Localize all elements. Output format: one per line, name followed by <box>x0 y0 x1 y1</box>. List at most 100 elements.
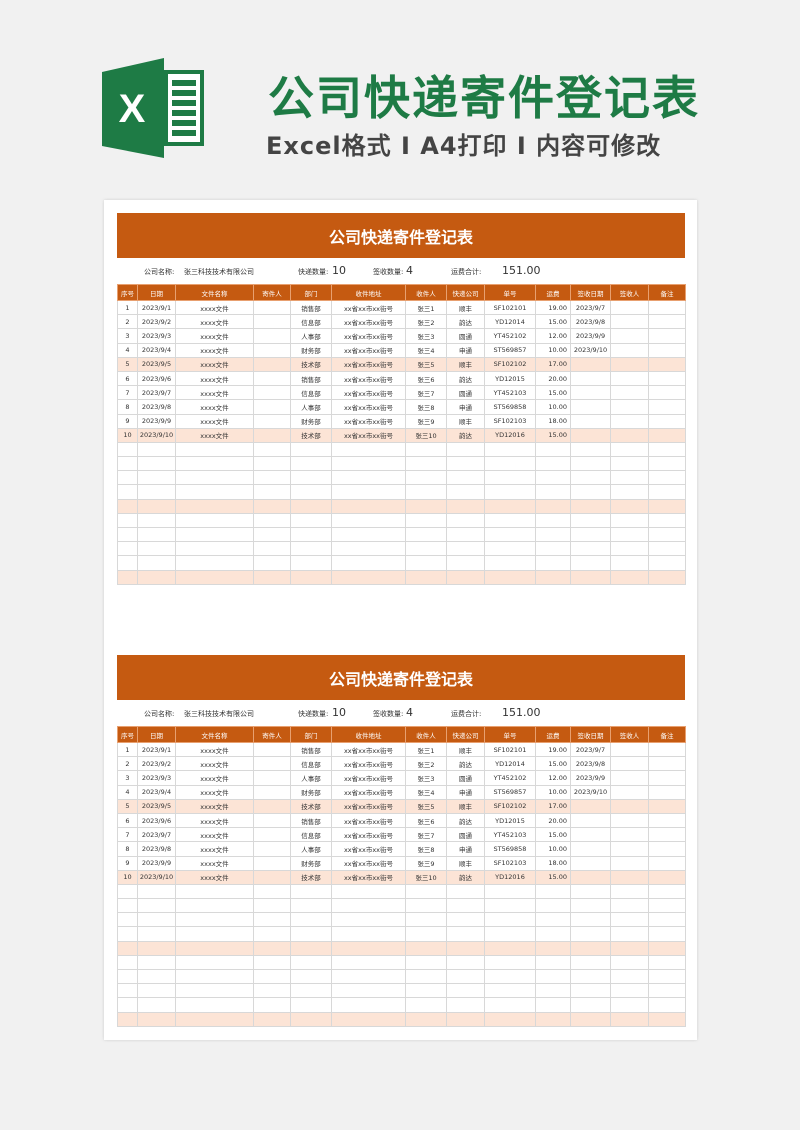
table-cell[interactable]: xxxx文件 <box>175 314 254 330</box>
table-cell[interactable] <box>405 441 447 458</box>
table-cell[interactable]: 10.00 <box>535 784 571 800</box>
table-cell[interactable]: 2 <box>117 756 138 772</box>
table-cell[interactable] <box>137 1011 176 1027</box>
table-cell[interactable] <box>484 968 536 985</box>
table-cell[interactable] <box>610 812 649 829</box>
table-cell[interactable] <box>137 441 176 458</box>
table-cell[interactable] <box>570 370 611 387</box>
table-cell[interactable] <box>446 883 485 900</box>
table-cell[interactable] <box>648 456 686 472</box>
table-cell[interactable] <box>610 569 649 585</box>
table-cell[interactable] <box>137 555 176 571</box>
table-cell[interactable] <box>175 498 254 514</box>
table-cell[interactable] <box>484 526 536 543</box>
table-cell[interactable] <box>535 954 571 971</box>
table-cell[interactable] <box>610 770 649 786</box>
table-cell[interactable] <box>648 541 686 557</box>
table-cell[interactable] <box>175 954 254 971</box>
table-cell[interactable]: 17.00 <box>535 356 571 372</box>
table-cell[interactable] <box>290 541 332 557</box>
table-cell[interactable] <box>253 456 291 472</box>
table-cell[interactable] <box>484 484 536 500</box>
table-cell[interactable] <box>610 328 649 344</box>
table-cell[interactable]: 张三2 <box>405 314 447 330</box>
table-cell[interactable]: ST569857 <box>484 342 536 358</box>
table-cell[interactable] <box>253 784 291 800</box>
table-cell[interactable]: 财务部 <box>290 855 332 871</box>
table-cell[interactable] <box>175 555 254 571</box>
table-cell[interactable]: 7 <box>117 385 138 401</box>
table-cell[interactable] <box>570 968 611 985</box>
table-cell[interactable]: ST569858 <box>484 399 536 415</box>
table-cell[interactable] <box>137 954 176 971</box>
table-cell[interactable]: xx省xx市xx街号 <box>331 370 406 387</box>
table-cell[interactable] <box>648 342 686 358</box>
table-cell[interactable]: 4 <box>117 342 138 358</box>
table-cell[interactable] <box>570 883 611 900</box>
table-cell[interactable]: xx省xx市xx街号 <box>331 314 406 330</box>
table-cell[interactable]: 韵达 <box>446 370 485 387</box>
table-cell[interactable] <box>446 968 485 985</box>
table-cell[interactable]: 顺丰 <box>446 798 485 814</box>
table-cell[interactable] <box>253 841 291 857</box>
table-cell[interactable]: xx省xx市xx街号 <box>331 399 406 415</box>
table-cell[interactable] <box>610 356 649 372</box>
table-cell[interactable] <box>610 798 649 814</box>
table-cell[interactable] <box>253 299 291 316</box>
table-cell[interactable] <box>331 940 406 956</box>
table-cell[interactable] <box>117 954 138 971</box>
table-cell[interactable]: 10 <box>117 869 138 885</box>
table-cell[interactable] <box>610 784 649 800</box>
table-cell[interactable] <box>570 812 611 829</box>
table-cell[interactable]: xxxx文件 <box>175 741 254 758</box>
table-cell[interactable] <box>648 427 686 443</box>
table-cell[interactable] <box>405 456 447 472</box>
table-cell[interactable] <box>137 456 176 472</box>
table-cell[interactable] <box>137 940 176 956</box>
table-cell[interactable] <box>290 912 332 928</box>
table-cell[interactable] <box>648 812 686 829</box>
table-cell[interactable] <box>175 484 254 500</box>
table-cell[interactable]: xxxx文件 <box>175 784 254 800</box>
table-cell[interactable]: 15.00 <box>535 427 571 443</box>
table-cell[interactable] <box>648 356 686 372</box>
table-cell[interactable]: xx省xx市xx街号 <box>331 841 406 857</box>
table-cell[interactable] <box>535 983 571 999</box>
table-cell[interactable] <box>570 526 611 543</box>
table-cell[interactable] <box>290 883 332 900</box>
table-cell[interactable]: xx省xx市xx街号 <box>331 741 406 758</box>
table-cell[interactable] <box>570 541 611 557</box>
table-cell[interactable]: 2023/9/9 <box>137 855 176 871</box>
table-cell[interactable]: 韵达 <box>446 812 485 829</box>
table-cell[interactable] <box>253 356 291 372</box>
table-cell[interactable]: xx省xx市xx街号 <box>331 812 406 829</box>
table-cell[interactable] <box>570 940 611 956</box>
table-cell[interactable] <box>610 541 649 557</box>
table-cell[interactable]: 8 <box>117 841 138 857</box>
table-cell[interactable]: xx省xx市xx街号 <box>331 798 406 814</box>
table-cell[interactable] <box>175 541 254 557</box>
table-cell[interactable]: 信息部 <box>290 314 332 330</box>
table-cell[interactable] <box>137 541 176 557</box>
table-cell[interactable] <box>484 898 536 914</box>
table-cell[interactable] <box>117 526 138 543</box>
table-cell[interactable] <box>117 940 138 956</box>
table-cell[interactable]: 张三5 <box>405 798 447 814</box>
table-cell[interactable]: 圆通 <box>446 385 485 401</box>
table-cell[interactable] <box>535 470 571 486</box>
table-cell[interactable]: ST569857 <box>484 784 536 800</box>
table-cell[interactable]: 技术部 <box>290 869 332 885</box>
table-cell[interactable] <box>484 883 536 900</box>
table-cell[interactable]: 张三7 <box>405 827 447 843</box>
table-cell[interactable]: 2023/9/5 <box>137 356 176 372</box>
table-cell[interactable] <box>253 798 291 814</box>
table-cell[interactable] <box>253 512 291 529</box>
table-cell[interactable]: 韵达 <box>446 427 485 443</box>
table-cell[interactable]: 2023/9/10 <box>570 342 611 358</box>
table-cell[interactable] <box>290 898 332 914</box>
table-cell[interactable]: 10 <box>117 427 138 443</box>
table-cell[interactable] <box>535 484 571 500</box>
table-cell[interactable]: 张三6 <box>405 370 447 387</box>
table-cell[interactable] <box>570 427 611 443</box>
table-cell[interactable] <box>117 441 138 458</box>
